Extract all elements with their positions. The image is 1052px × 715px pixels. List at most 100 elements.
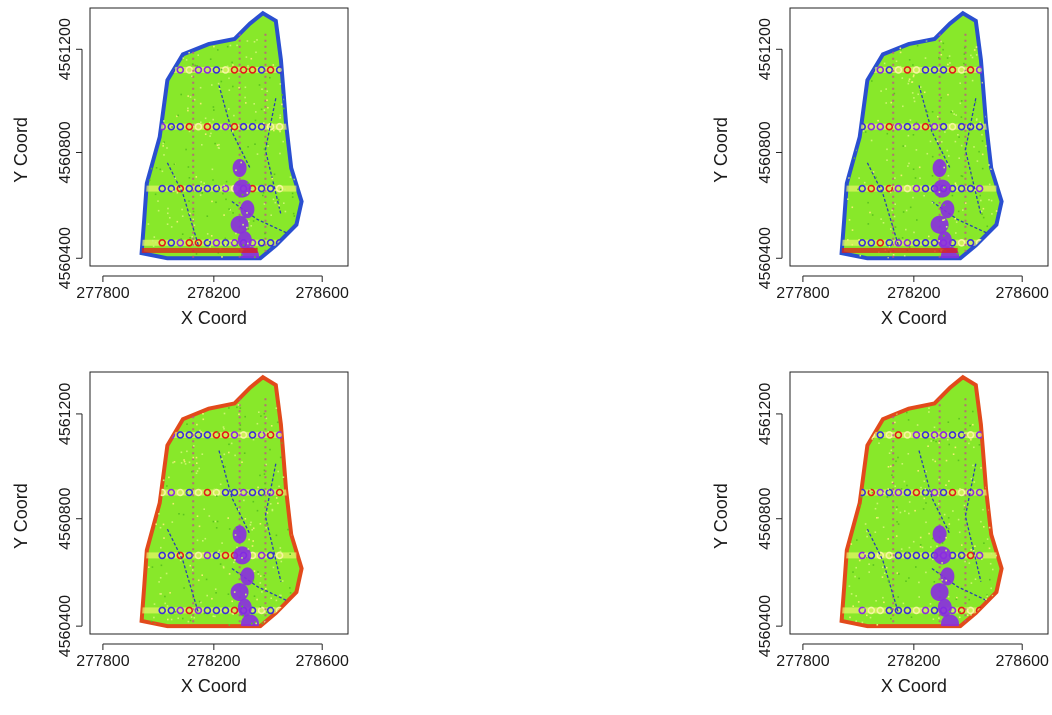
speckle bbox=[240, 161, 242, 164]
speckle bbox=[152, 245, 155, 247]
speckle bbox=[947, 517, 950, 519]
speckle bbox=[955, 184, 957, 186]
speckle bbox=[994, 116, 997, 119]
speckle bbox=[897, 596, 899, 598]
sample-point bbox=[930, 488, 939, 497]
field-area bbox=[839, 374, 1004, 629]
speckle bbox=[189, 96, 192, 98]
speckle bbox=[991, 89, 993, 92]
speckle bbox=[192, 40, 195, 42]
speckle bbox=[899, 65, 902, 68]
speckle bbox=[960, 116, 963, 118]
speckle bbox=[153, 483, 156, 485]
speckle bbox=[852, 77, 855, 79]
low-value-channel bbox=[933, 546, 952, 565]
speckle bbox=[229, 209, 231, 211]
speckle bbox=[279, 594, 281, 597]
speckle bbox=[870, 139, 873, 142]
speckle bbox=[894, 203, 896, 205]
y-axis-label: Y Coord bbox=[711, 117, 731, 183]
speckle bbox=[988, 55, 990, 58]
sample-point bbox=[885, 184, 894, 193]
speckle bbox=[960, 609, 962, 611]
sample-point bbox=[894, 239, 903, 247]
speckle bbox=[179, 559, 182, 562]
speckle bbox=[195, 253, 198, 255]
speckle bbox=[194, 64, 197, 67]
speckle bbox=[948, 155, 950, 157]
speckle bbox=[271, 508, 274, 511]
sample-point bbox=[167, 551, 176, 560]
speckle bbox=[982, 216, 985, 219]
speckle bbox=[189, 212, 191, 215]
speckle bbox=[849, 78, 851, 80]
speckle bbox=[928, 235, 930, 238]
speckle bbox=[912, 168, 915, 170]
speckle bbox=[170, 618, 173, 621]
sample-point bbox=[158, 239, 166, 247]
speckle bbox=[959, 82, 961, 84]
speckle bbox=[979, 121, 981, 124]
speckle bbox=[951, 110, 954, 112]
speckle bbox=[185, 554, 187, 556]
speckle bbox=[201, 574, 203, 576]
field-overlay bbox=[141, 398, 298, 627]
speckle bbox=[216, 185, 219, 188]
sample-point bbox=[957, 488, 966, 497]
speckle bbox=[947, 527, 950, 530]
x-tick-label: 278600 bbox=[996, 285, 1049, 302]
speckle bbox=[263, 473, 266, 475]
speckle bbox=[900, 488, 903, 490]
speckle bbox=[253, 595, 256, 597]
sample-point bbox=[212, 431, 221, 439]
speckle bbox=[210, 132, 212, 135]
speckle bbox=[263, 621, 266, 623]
speckle bbox=[954, 140, 957, 143]
speckle bbox=[231, 61, 233, 64]
speckle bbox=[934, 460, 937, 463]
speckle bbox=[241, 605, 244, 608]
speckle bbox=[180, 462, 183, 464]
speckle bbox=[905, 580, 907, 582]
speckle bbox=[257, 571, 259, 573]
speckle bbox=[985, 145, 987, 147]
speckle bbox=[232, 64, 234, 66]
speckle bbox=[937, 115, 939, 118]
speckle bbox=[890, 608, 892, 611]
speckle bbox=[938, 240, 940, 242]
sample-point bbox=[921, 66, 930, 74]
speckle bbox=[872, 564, 875, 566]
speckle bbox=[855, 620, 857, 622]
speckle bbox=[167, 212, 169, 215]
speckle bbox=[197, 579, 200, 582]
speckle bbox=[883, 492, 885, 494]
speckle bbox=[228, 451, 230, 454]
sample-point bbox=[912, 239, 921, 247]
speckle bbox=[858, 504, 861, 507]
speckle bbox=[193, 98, 196, 101]
speckle bbox=[208, 121, 211, 124]
speckle bbox=[219, 563, 222, 565]
speckle bbox=[263, 109, 266, 111]
y-tick-label: 4560400 bbox=[757, 595, 774, 657]
speckle bbox=[890, 617, 892, 620]
speckle bbox=[196, 462, 198, 464]
speckle bbox=[221, 256, 223, 258]
speckle bbox=[199, 429, 201, 432]
sample-point bbox=[221, 551, 230, 560]
speckle bbox=[241, 461, 243, 463]
plot-panel-bottom-left: 277800 278200 278600 X Coord 4560400 4560800 4… bbox=[11, 371, 349, 696]
speckle bbox=[918, 596, 920, 598]
sample-point bbox=[221, 488, 230, 497]
speckle bbox=[188, 51, 190, 54]
speckle bbox=[233, 561, 235, 564]
speckle bbox=[987, 403, 989, 406]
plot-border bbox=[789, 7, 1049, 267]
speckle bbox=[230, 240, 232, 242]
speckle bbox=[258, 411, 260, 413]
speckle bbox=[869, 186, 871, 189]
speckle bbox=[976, 160, 979, 162]
sample-point bbox=[176, 488, 185, 497]
sample-point bbox=[203, 239, 212, 247]
